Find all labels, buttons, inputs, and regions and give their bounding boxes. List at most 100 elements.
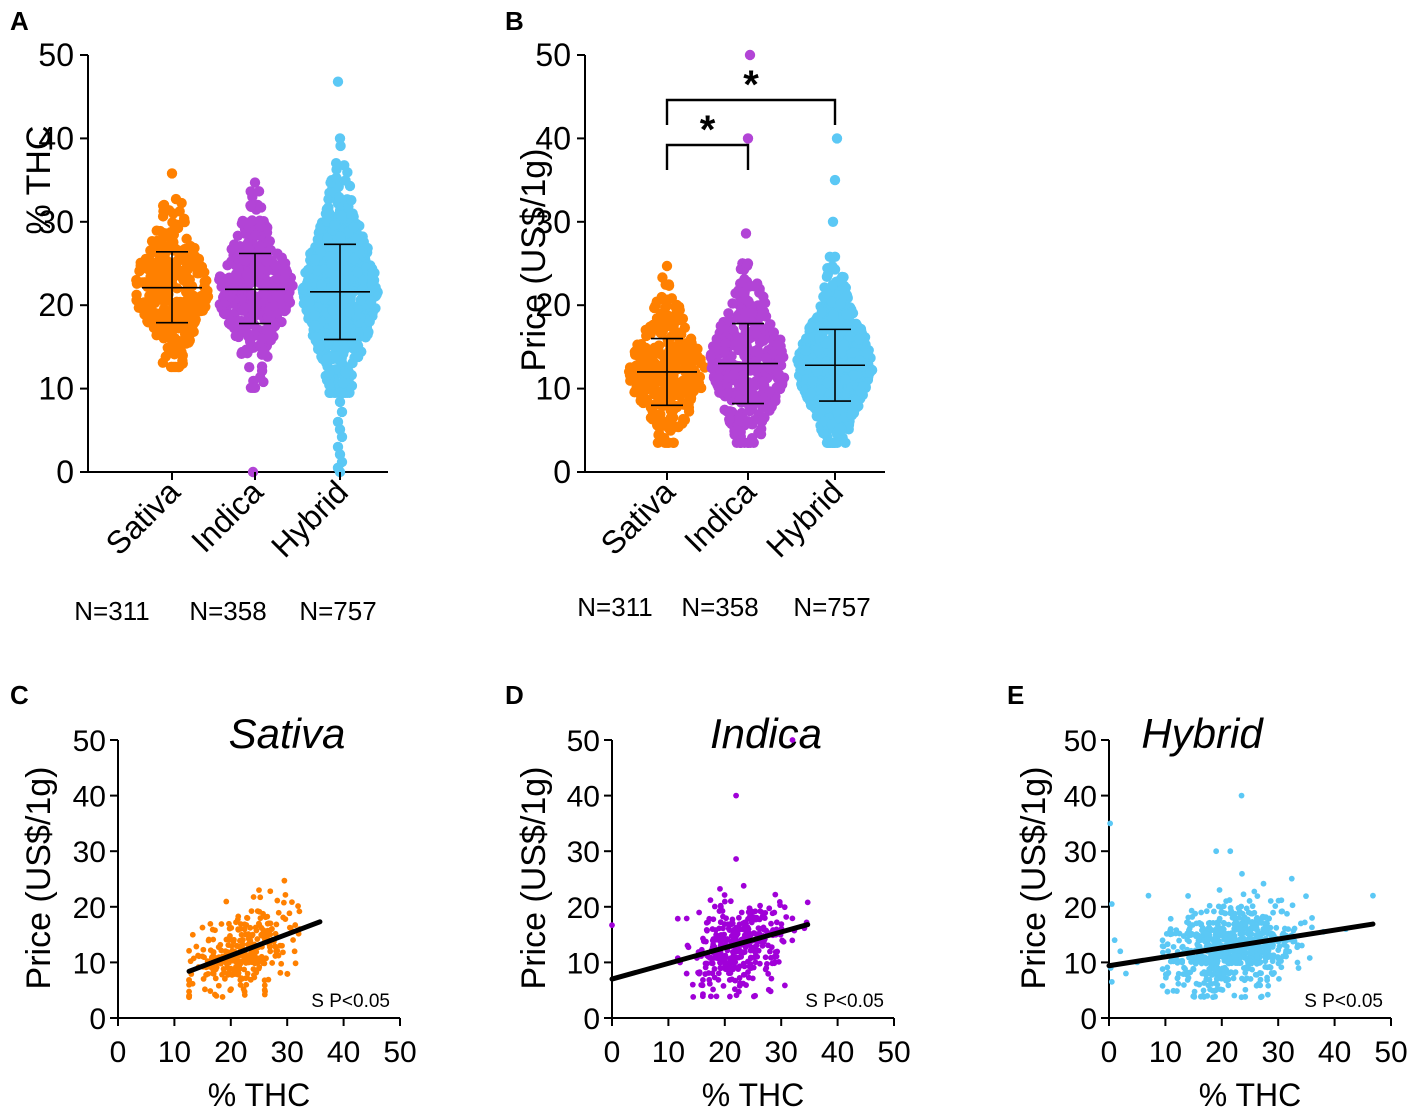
panel-c-point xyxy=(275,952,282,959)
panel-a-dot xyxy=(175,271,187,282)
panel-d-point xyxy=(772,891,779,898)
panel-d-y-tick-label: 40 xyxy=(567,781,600,814)
panel-c-point xyxy=(277,969,284,976)
panel-a-dot xyxy=(226,243,237,255)
panel-letter-e: E xyxy=(1007,680,1024,710)
panel-b-dot xyxy=(813,345,824,356)
panel-b-dot xyxy=(660,354,671,365)
panel-a-dot xyxy=(320,354,332,365)
panel-e-x-tick-label: 40 xyxy=(1318,1036,1351,1069)
panel-e-point xyxy=(1242,986,1249,993)
panel-b-dot xyxy=(840,437,851,449)
panel-b-dot xyxy=(738,287,749,298)
panel-e-point xyxy=(1170,987,1177,994)
panel-b-x-tick-label: Indica xyxy=(677,473,763,559)
panel-b-errorbar-indica xyxy=(718,322,778,405)
panel-b-sig-star: * xyxy=(743,63,759,107)
panel-d-point xyxy=(705,919,711,925)
panel-b-dot xyxy=(757,402,769,413)
panel-a-dots-hybrid xyxy=(297,76,383,478)
panel-a-dot xyxy=(249,382,261,393)
panel-a-dot xyxy=(131,289,142,301)
panel-c-point xyxy=(295,903,301,909)
panel-d-point xyxy=(717,885,723,892)
panel-a-dot xyxy=(328,275,340,286)
panel-c-point xyxy=(286,910,293,917)
panel-e-point xyxy=(1210,908,1217,915)
panel-c-annotation: S P<0.05 xyxy=(311,991,390,1012)
panel-a-x-tick-label: Hybrid xyxy=(264,473,355,564)
panel-c-point xyxy=(227,987,234,994)
panel-a-dot xyxy=(340,175,351,186)
panel-e-point xyxy=(1223,898,1230,905)
panel-b-dot xyxy=(630,361,641,372)
panel-b-dot xyxy=(742,258,754,269)
panel-d-point xyxy=(783,914,790,920)
panel-e-point xyxy=(1272,903,1279,909)
panel-a-dot xyxy=(326,258,337,270)
panel-e-point xyxy=(1294,959,1301,966)
panel-b-outlier-dot xyxy=(831,133,843,144)
panel-b-dot xyxy=(748,280,760,292)
panel-e-point xyxy=(1231,992,1238,999)
panel-a-dot xyxy=(309,320,321,331)
panel-d-point xyxy=(717,938,724,945)
panel-e-point xyxy=(1230,975,1237,982)
panel-a-dot xyxy=(166,236,177,248)
panel-b-dot xyxy=(731,425,743,436)
panel-c-point xyxy=(269,960,276,966)
panel-c-point xyxy=(253,949,260,955)
panel-d-y-tick-label: 50 xyxy=(567,725,600,758)
panel-d-point xyxy=(777,902,784,909)
panel-d-point xyxy=(781,982,788,989)
panel-e-point xyxy=(1306,955,1313,961)
panel-c-x-label: % THC xyxy=(208,1077,311,1113)
panel-b-dot xyxy=(724,315,735,327)
panel-a-dot xyxy=(336,210,348,222)
panel-e-point xyxy=(1242,993,1249,1000)
panel-d-point xyxy=(804,899,811,906)
panel-a-dot xyxy=(302,264,314,275)
panel-a-errorbar-indica xyxy=(225,252,285,325)
panel-e-point xyxy=(1248,910,1255,917)
panel-a-outlier-dot xyxy=(334,396,346,408)
panel-c-x-tick-label: 0 xyxy=(110,1036,127,1069)
panel-a-dot xyxy=(260,278,271,290)
panel-d-point xyxy=(733,924,739,931)
panel-b-dot xyxy=(683,406,695,417)
panel-c-point xyxy=(210,969,217,976)
panel-e-point xyxy=(1181,964,1187,971)
panel-c-y-tick-label: 50 xyxy=(73,725,106,758)
panel-c-point xyxy=(260,960,267,967)
panel-e-point xyxy=(1262,958,1269,965)
panel-b-dot xyxy=(661,437,673,449)
panel-b-dot xyxy=(827,387,838,398)
panel-e-point xyxy=(1221,931,1228,938)
panel-a-y-tick-label: 10 xyxy=(38,371,74,407)
panel-e-points xyxy=(1107,792,1376,1001)
panel-b-dot xyxy=(659,382,671,394)
panel-c-point xyxy=(189,931,196,938)
panel-e-point xyxy=(1214,981,1221,988)
panel-c-point xyxy=(186,994,192,1001)
panel-b-y-tick-label: 50 xyxy=(535,37,571,73)
panel-d-point xyxy=(689,981,696,988)
panel-d-point xyxy=(720,982,727,989)
panel-a-x-tick-label: Indica xyxy=(184,473,270,559)
panel-a-outlier-dot xyxy=(247,466,259,478)
panel-c-x-tick-label: 10 xyxy=(158,1036,191,1069)
panel-a-dot xyxy=(316,279,327,291)
panel-d-point xyxy=(768,975,775,982)
panel-b-dot xyxy=(669,421,681,432)
panel-e-point xyxy=(1262,927,1269,933)
panel-c-point xyxy=(257,915,264,922)
panel-c-point xyxy=(225,942,232,948)
panel-e-point xyxy=(1214,919,1221,926)
panel-a-dot xyxy=(166,168,178,179)
panel-d-point xyxy=(733,792,739,799)
panel-e-point xyxy=(1174,974,1181,981)
panel-c-point xyxy=(284,971,291,977)
panel-c-point xyxy=(274,897,281,904)
